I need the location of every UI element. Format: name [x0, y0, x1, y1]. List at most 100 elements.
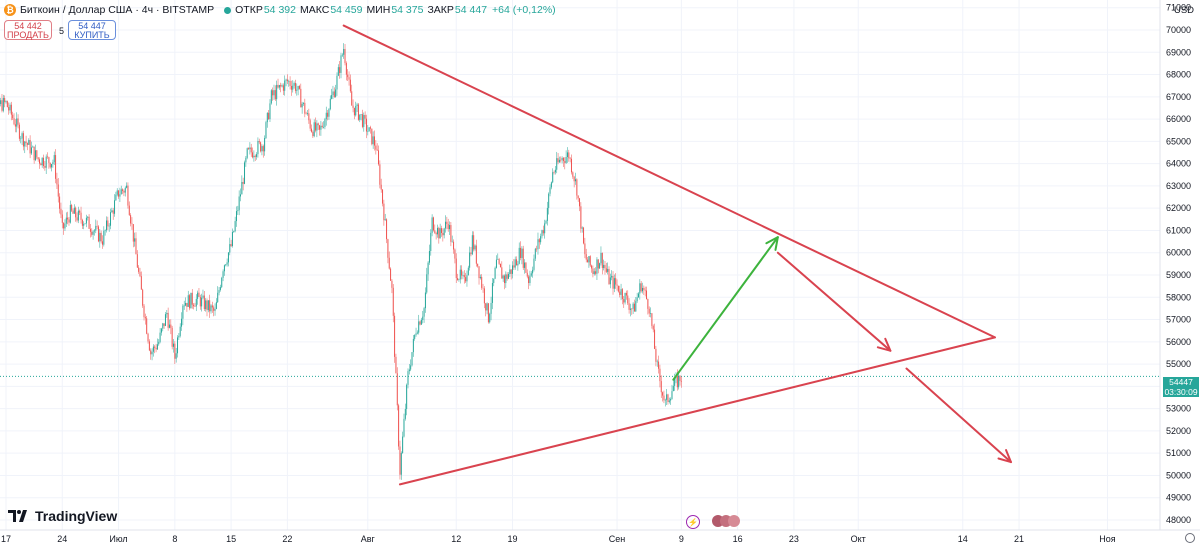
- candle-body: [227, 252, 229, 263]
- candle-body: [363, 114, 365, 127]
- candle-body: [55, 155, 57, 179]
- candle-body: [218, 289, 220, 293]
- candle-body: [238, 196, 240, 211]
- candle-body: [390, 268, 392, 281]
- drawings: [342, 24, 1012, 486]
- candle-body: [278, 85, 280, 88]
- candle-body: [392, 287, 394, 316]
- candle-body: [462, 275, 464, 276]
- candle-body: [387, 239, 389, 258]
- candle-body: [158, 341, 160, 345]
- market-status-icon: [224, 6, 232, 14]
- candle-body: [130, 215, 132, 224]
- candle-body: [116, 190, 118, 195]
- candle-body: [140, 276, 142, 290]
- candle-body: [76, 217, 78, 221]
- candle-body: [457, 278, 459, 281]
- currency-selector[interactable]: USD: [1173, 4, 1195, 16]
- candle-body: [257, 141, 259, 155]
- candle-body: [554, 169, 556, 173]
- candle-body: [658, 361, 660, 369]
- lightning-icon[interactable]: ⚡: [686, 515, 700, 529]
- candle-body: [353, 107, 355, 116]
- candle-body: [123, 190, 125, 193]
- candle-body: [79, 210, 81, 213]
- candle-body: [87, 216, 89, 218]
- price-axis[interactable]: 4800049000500005100052000530005400055000…: [1166, 3, 1191, 525]
- candle-body: [520, 247, 522, 258]
- candle-body: [513, 265, 515, 268]
- candle-body: [506, 274, 508, 279]
- candle-body: [668, 400, 670, 402]
- sell-button[interactable]: 54 442 ПРОДАТЬ: [4, 20, 52, 40]
- candle-body: [628, 303, 630, 310]
- candle-body: [194, 306, 196, 307]
- candle-body: [84, 223, 86, 225]
- candle-body: [605, 268, 607, 272]
- time-tick-label: Окт: [851, 534, 866, 544]
- candle-body: [625, 292, 627, 296]
- candle-body: [65, 217, 67, 224]
- candle-body: [40, 163, 42, 166]
- candle-body: [234, 221, 236, 232]
- candle-body: [101, 241, 103, 245]
- candle-body: [29, 140, 31, 154]
- candle-body: [566, 152, 568, 157]
- candle-body: [664, 399, 666, 401]
- candle-body: [639, 283, 641, 294]
- candle-body: [122, 189, 124, 191]
- candle-body: [276, 84, 278, 100]
- candle-body: [406, 384, 408, 409]
- candle-body: [21, 133, 23, 139]
- candle-body: [281, 85, 283, 87]
- candle-body: [644, 289, 646, 291]
- candle-body: [659, 368, 661, 382]
- candle-body: [138, 267, 140, 272]
- candle-body: [454, 249, 456, 259]
- candle-body: [643, 287, 645, 290]
- tradingview-logo[interactable]: TradingView: [8, 508, 117, 524]
- close-value: 54 447: [454, 4, 488, 16]
- candle-body: [509, 269, 511, 275]
- candle-body: [96, 225, 98, 227]
- candle-body: [477, 263, 479, 267]
- time-axis[interactable]: 17 24 Июл 8 15 22 Авг 12 19 Сен 9 16 23 Окт 14 21 Ноя: [1, 534, 1116, 544]
- candle-body: [93, 230, 95, 232]
- symbol-title[interactable]: Биткоин / Доллар США · 4ч · BITSTAMP: [20, 4, 215, 16]
- candle-body: [274, 90, 276, 100]
- candle-body: [323, 126, 325, 128]
- candle-body: [550, 182, 552, 188]
- candle-body: [442, 233, 444, 236]
- candle-body: [152, 346, 154, 352]
- candle-body: [382, 189, 384, 204]
- gear-icon[interactable]: [1185, 533, 1195, 543]
- candle-body: [107, 220, 109, 227]
- candle-body: [635, 301, 637, 312]
- flag-icon[interactable]: [728, 515, 740, 527]
- green-arrow: [672, 236, 779, 381]
- bitcoin-icon: ₿: [4, 4, 16, 16]
- candle-body: [396, 373, 398, 406]
- candle-body: [134, 238, 136, 242]
- candle-body: [4, 98, 6, 103]
- price-tick-label: 69000: [1166, 47, 1191, 57]
- candle-body: [317, 123, 319, 126]
- candle-body: [436, 227, 438, 235]
- candle-body: [49, 162, 51, 168]
- candle-body: [214, 308, 216, 311]
- candle-body: [498, 259, 500, 264]
- candle-body: [327, 112, 329, 117]
- candle-body: [39, 159, 40, 164]
- candle-body: [557, 158, 559, 163]
- candle-body: [341, 54, 343, 56]
- candle-body: [514, 259, 516, 268]
- candle-body: [174, 343, 176, 359]
- candle-body: [383, 203, 385, 221]
- buy-button[interactable]: 54 447 КУПИТЬ: [68, 20, 116, 40]
- candle-body: [168, 324, 170, 328]
- candle-body: [51, 164, 53, 168]
- candle-body: [199, 296, 201, 307]
- candle-body: [434, 230, 436, 233]
- candle-body: [536, 248, 538, 250]
